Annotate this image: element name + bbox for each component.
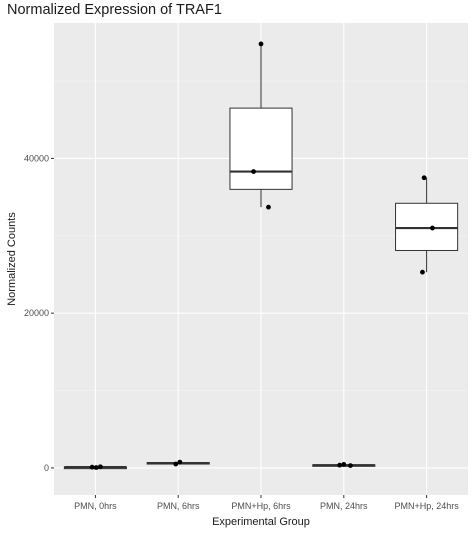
y-tick-label: 0 xyxy=(44,463,49,473)
box-body xyxy=(229,107,293,190)
data-point xyxy=(421,175,427,181)
data-point xyxy=(251,169,256,174)
x-tick-label: PMN, 24hrs xyxy=(320,501,368,511)
box-body xyxy=(395,202,459,251)
y-tick-label: 20000 xyxy=(24,308,49,318)
x-tick-label: PMN, 6hrs xyxy=(157,501,200,511)
data-point xyxy=(177,459,183,465)
data-point xyxy=(97,464,103,470)
data-point xyxy=(173,461,179,467)
y-tick-label: 40000 xyxy=(24,153,49,163)
data-point xyxy=(258,41,264,47)
x-tick-label: PMN+Hp, 6hrs xyxy=(231,501,291,511)
data-point xyxy=(420,269,425,275)
data-point xyxy=(266,204,271,210)
data-point xyxy=(341,462,347,467)
data-point xyxy=(337,462,343,468)
data-point xyxy=(93,465,99,470)
chart-title: Normalized Expression of TRAF1 xyxy=(7,2,222,18)
data-point xyxy=(429,225,435,231)
y-axis-title: Normalized Counts xyxy=(6,212,18,306)
data-point xyxy=(89,464,95,470)
box-pmn-hp-24hrs xyxy=(395,177,459,273)
x-tick-label: PMN, 0hrs xyxy=(74,501,117,511)
x-axis-title: Experimental Group xyxy=(212,516,310,528)
x-tick-label: PMN+Hp, 24hrs xyxy=(394,501,459,511)
box-pmn-hp-6hrs xyxy=(229,43,293,208)
data-point xyxy=(348,463,353,468)
